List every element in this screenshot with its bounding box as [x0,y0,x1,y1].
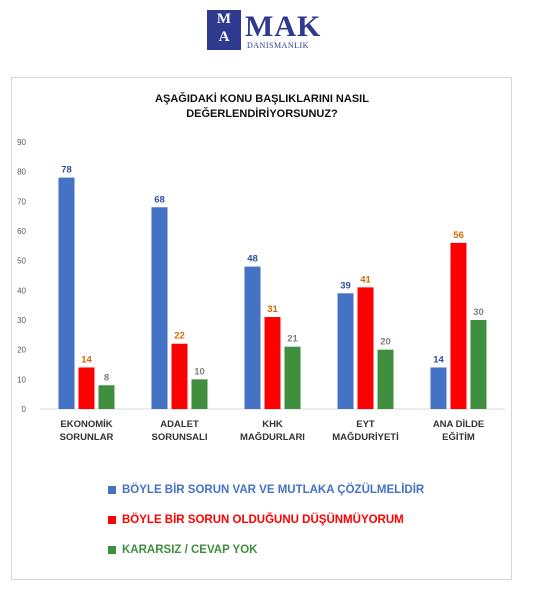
legend-item: BÖYLE BİR SORUN OLDUĞUNU DÜŞÜNMÜYORUM [108,514,404,526]
logo-letter-a: A [218,29,230,45]
y-tick-label: 60 [17,227,26,236]
bar [98,385,115,409]
x-tick-label: KHK [262,419,283,430]
logo-subtitle: DANISMANLIK [247,41,309,50]
y-tick-label: 30 [17,316,26,325]
bar [357,287,374,409]
legend-label: BÖYLE BİR SORUN OLDUĞUNU DÜŞÜNMÜYORUM [122,514,404,526]
x-tick-label: EYT [356,419,375,430]
legend-item: KARARSIZ / CEVAP YOK [108,544,257,556]
x-tick-label: EKONOMİK [60,419,112,430]
chart-frame [11,77,512,580]
bar [337,293,354,409]
bar [78,367,95,409]
bar-value-label: 68 [154,194,165,205]
bar [284,346,301,409]
x-tick-label: ADALET [160,419,199,430]
bar-value-label: 14 [81,354,92,365]
y-tick-label: 20 [17,346,26,355]
bar-value-label: 48 [247,254,258,265]
x-tick-label: SORUNSALI [152,432,208,443]
y-tick-label: 10 [17,375,26,384]
bar-value-label: 8 [104,372,109,383]
mak-logo: M A MAK DANISMANLIK [207,10,327,52]
bar-value-label: 21 [287,334,298,345]
legend-item: BÖYLE BİR SORUN VAR VE MUTLAKA ÇÖZÜLMELİ… [108,484,424,496]
bar-value-label: 14 [433,354,444,365]
legend-label: KARARSIZ / CEVAP YOK [122,544,258,556]
legend-label: BÖYLE BİR SORUN VAR VE MUTLAKA ÇÖZÜLMELİ… [122,484,425,496]
x-tick-label: MAĞDURİYETİ [332,431,399,443]
bar [58,177,75,409]
bar [450,242,467,409]
bar [151,207,168,409]
y-tick-label: 80 [17,168,26,177]
bar [264,317,281,409]
logo-monogram: M A [207,10,241,50]
chart-title-line: AŞAĞIDAKİ KONU BAŞLIKLARINI NASIL [155,92,369,105]
bar-value-label: 41 [360,274,371,285]
bar [191,379,208,409]
bar-value-label: 30 [473,307,484,318]
bar [470,320,487,409]
bar-value-label: 22 [174,331,185,342]
chart-title-line: DEĞERLENDİRİYORSUNUZ? [186,107,338,120]
x-tick-label: EĞİTİM [442,431,475,443]
x-tick-label: MAĞDURLARI [240,431,305,443]
x-tick-label: SORUNLAR [60,432,114,443]
bar [430,367,447,409]
y-tick-label: 0 [22,405,27,414]
y-tick-label: 90 [17,138,26,147]
bar-value-label: 39 [340,280,351,291]
bar [171,343,188,409]
bar-value-label: 78 [61,165,72,176]
bar [377,349,394,409]
logo-letter-m: M [216,11,232,27]
bar-value-label: 20 [380,337,391,348]
bar [244,266,261,409]
y-tick-label: 40 [17,286,26,295]
bar-value-label: 31 [267,304,278,315]
legend-swatch [108,486,116,494]
bar-value-label: 10 [194,366,205,377]
x-tick-label: ANA DİLDE [433,419,484,430]
y-tick-label: 50 [17,257,26,266]
legend-swatch [108,546,116,554]
legend-swatch [108,516,116,524]
logo-wordmark: MAK [245,10,322,43]
y-tick-label: 70 [17,197,26,206]
bar-value-label: 56 [453,230,464,241]
